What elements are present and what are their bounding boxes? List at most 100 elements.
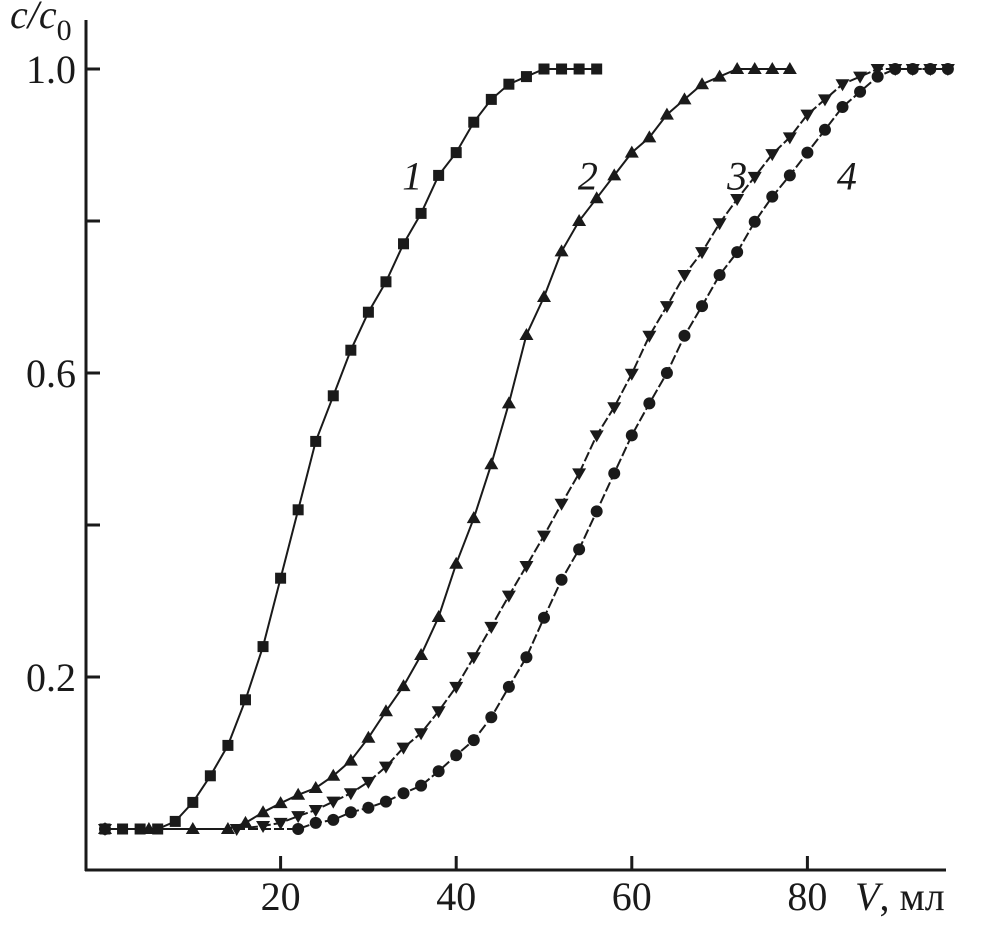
series-3-point (449, 681, 464, 694)
series-4-point (889, 63, 902, 75)
series-1-point (345, 344, 357, 356)
series-1-point (239, 694, 251, 706)
series-2-point (396, 679, 411, 692)
series-1-point (169, 815, 181, 827)
y-axis-title: c/c0 (10, 0, 72, 47)
series-2-point (537, 290, 551, 302)
series-1-point (503, 78, 515, 90)
series-4-point (924, 63, 937, 75)
series-3-point (414, 728, 429, 741)
y-tick-label: 1.0 (26, 47, 76, 92)
series-3-point (431, 706, 446, 719)
series-2-point (273, 796, 288, 809)
series-1-point (204, 770, 216, 782)
series-2-point (256, 805, 271, 818)
series-1-point (398, 238, 410, 250)
series-2-point (449, 556, 464, 569)
series-1-point (450, 147, 462, 159)
series-4-point (344, 806, 357, 819)
series-1-point (520, 71, 532, 83)
series-3-point (466, 652, 481, 665)
series-2-point (607, 168, 622, 181)
series-3-point (659, 301, 674, 314)
series-2-point (185, 822, 200, 834)
series-4-point (660, 367, 673, 379)
series-4-point (625, 429, 638, 442)
series-4-point (713, 268, 726, 281)
x-axis-title: V, мл (855, 874, 945, 919)
series-2-point (765, 62, 780, 74)
series-1-point (573, 63, 585, 75)
series-1-point (152, 823, 164, 835)
series-3-point (853, 71, 868, 84)
series-3-point (537, 530, 551, 543)
series-3-point (835, 79, 850, 92)
series-2-point (782, 62, 797, 74)
series-4-point (783, 169, 796, 182)
series-3-point (256, 820, 271, 833)
series-4-point (696, 300, 709, 313)
series-3-point (730, 193, 745, 206)
series-4-point (520, 651, 533, 664)
y-axis-variable: c/c (10, 0, 57, 37)
series-4-point (292, 823, 305, 835)
series-3-point (572, 468, 587, 481)
series-2-point (220, 822, 235, 834)
series-1-point (134, 823, 146, 835)
series-3-point (765, 149, 780, 162)
series-1-point (362, 306, 374, 318)
series-4-point (502, 680, 515, 693)
series-4-point (327, 813, 340, 826)
series-2-point (308, 780, 323, 793)
series-1-point (310, 435, 322, 447)
series-4-point (678, 329, 691, 342)
series-3-point (589, 430, 604, 443)
series-4-point (818, 123, 831, 136)
series-2-point (466, 511, 481, 524)
series-3-label: 3 (726, 153, 747, 198)
series-1-point (275, 572, 287, 584)
series-4-point (906, 63, 919, 75)
series-2-point (343, 753, 358, 766)
series-4-point (538, 611, 550, 624)
series-1-point (538, 63, 550, 75)
series-3-point (229, 824, 244, 836)
series-4-point (379, 795, 392, 808)
series-2-label: 2 (578, 153, 598, 198)
series-2-point (519, 328, 534, 340)
series-4-point (485, 711, 498, 724)
series-2-point (414, 647, 429, 660)
series-4-point (99, 823, 111, 835)
y-tick-label: 0.6 (26, 351, 76, 396)
series-3-point (642, 330, 657, 343)
series-3-point (519, 561, 534, 574)
series-3-point (554, 498, 569, 511)
series-4-point (362, 801, 375, 814)
series-3-point (378, 761, 393, 774)
series-3-point (343, 788, 358, 801)
series-4-point (573, 543, 586, 556)
series-2-point (361, 730, 376, 743)
x-axis-unit: , мл (879, 874, 944, 919)
series-2-point (291, 787, 306, 800)
series-2-point (484, 457, 499, 470)
series-2-point (572, 214, 587, 226)
series-4-point (432, 765, 445, 778)
series-2-point (141, 822, 156, 834)
series-3-point (291, 811, 306, 824)
series-4-point (555, 573, 568, 586)
series-3-point (817, 94, 832, 107)
series-3-point (677, 269, 692, 282)
series-3-point (695, 247, 710, 260)
series-3-point (501, 590, 516, 603)
series-2-line (105, 68, 790, 830)
series-4-point (309, 816, 322, 829)
series-4-point (871, 70, 884, 83)
series-2-point (659, 107, 674, 120)
series-1-line (105, 68, 597, 830)
series-4-point (608, 467, 621, 480)
x-tick-label: 40 (436, 874, 476, 919)
series-4-point (415, 779, 428, 792)
series-3-point (607, 402, 622, 415)
